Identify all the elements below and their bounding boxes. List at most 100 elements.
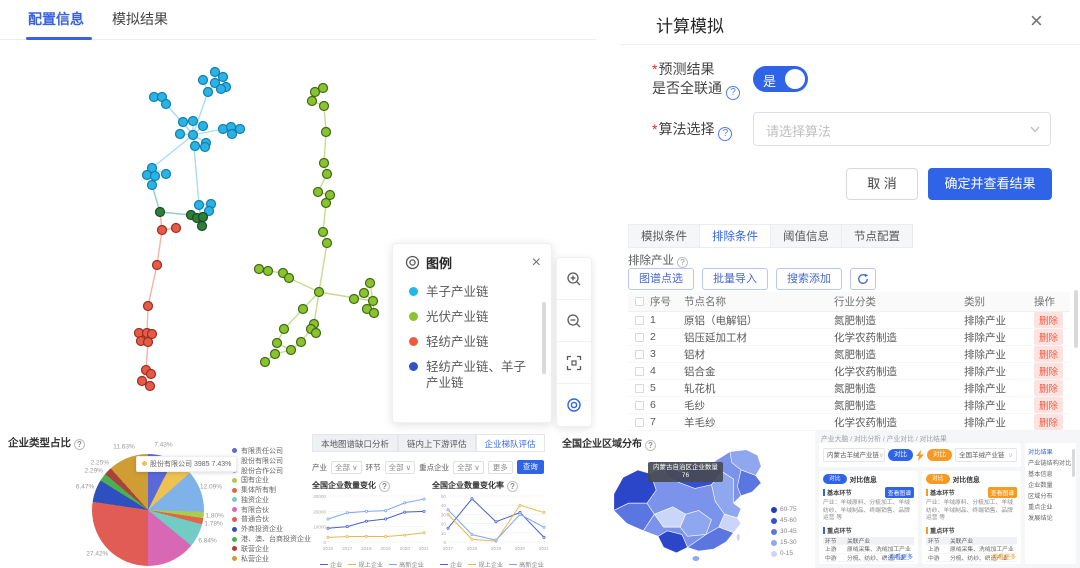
legend-item[interactable]: 光伏产业链	[409, 309, 537, 325]
graph-node[interactable]	[310, 327, 322, 339]
pie-legend-item[interactable]: 股份合作公司	[232, 466, 311, 476]
graph-node[interactable]	[324, 189, 336, 201]
graph-node[interactable]	[283, 272, 295, 284]
condition-tab-0[interactable]: 模拟条件	[628, 224, 699, 248]
table-row[interactable]: 7 羊毛纱 化学农药制造 排除产业 删除	[628, 414, 1070, 431]
row-checkbox[interactable]	[634, 349, 644, 359]
chart-legend-item[interactable]: 高新企业	[389, 560, 424, 568]
chart-legend-item[interactable]: 企业	[320, 560, 342, 568]
view-graph-button[interactable]: 查看图谱	[884, 487, 914, 498]
graph-node[interactable]	[144, 380, 156, 392]
pie-legend-item[interactable]: 独资企业	[232, 495, 311, 505]
graph-node[interactable]	[187, 115, 199, 127]
row-checkbox[interactable]	[634, 400, 644, 410]
row-checkbox[interactable]	[634, 332, 644, 342]
table-row[interactable]: 5 轧花机 氮肥制造 排除产业 删除	[628, 380, 1070, 397]
zoom-in-icon[interactable]	[557, 258, 591, 300]
graph-node[interactable]	[309, 86, 321, 98]
graph-node[interactable]	[297, 303, 309, 315]
graph-node[interactable]	[160, 98, 172, 110]
zoom-out-icon[interactable]	[557, 300, 591, 342]
view-more-link[interactable]: + 查看更多	[986, 555, 1016, 561]
view-graph-button[interactable]: 查看图谱	[987, 487, 1017, 498]
graph-node[interactable]	[197, 211, 209, 223]
delete-button[interactable]: 删除	[1034, 397, 1064, 413]
pie-legend-item[interactable]: 普通合伙	[232, 515, 311, 525]
anchor-item-4[interactable]: 区域分布	[1028, 493, 1053, 500]
delete-button[interactable]: 删除	[1034, 363, 1064, 379]
compare-select-right[interactable]: 全国羊绒产业链 ∨	[955, 448, 1017, 462]
graph-node[interactable]	[318, 100, 330, 112]
graph-node[interactable]	[262, 265, 274, 277]
pie-legend-item[interactable]: 联营企业	[232, 544, 311, 554]
industry-chain-network-graph[interactable]	[0, 40, 620, 440]
dialog-close-icon[interactable]: ×	[1030, 8, 1043, 33]
graph-node[interactable]	[145, 368, 157, 380]
pie-legend-item[interactable]: 股份有限公司	[232, 456, 311, 466]
chart-legend-item[interactable]: 规上企业	[348, 560, 383, 568]
table-row[interactable]: 4 铝合金 化学农药制造 排除产业 删除	[628, 363, 1070, 380]
graph-node[interactable]	[203, 205, 215, 217]
table-row[interactable]: 3 铝材 氮肥制造 排除产业 删除	[628, 346, 1070, 363]
row-checkbox[interactable]	[634, 417, 644, 427]
table-button-0[interactable]: 图谱点选	[628, 268, 694, 290]
legend-close-icon[interactable]: ×	[531, 253, 541, 271]
cancel-button[interactable]: 取 消	[846, 168, 918, 200]
graph-node[interactable]	[367, 295, 379, 307]
graph-node[interactable]	[217, 71, 229, 83]
pie-legend-item[interactable]: 集体所有制	[232, 485, 311, 495]
graph-node[interactable]	[142, 300, 154, 312]
filter-select[interactable]: 全部 ∨	[453, 460, 484, 474]
confirm-view-result-button[interactable]: 确定并查看结果	[928, 168, 1052, 200]
select-all-checkbox[interactable]	[634, 297, 644, 306]
graph-node[interactable]	[364, 277, 376, 289]
compare-button-right[interactable]: 对比	[927, 449, 952, 461]
table-scrollbar[interactable]	[1074, 290, 1078, 348]
delete-button[interactable]: 删除	[1034, 380, 1064, 396]
condition-tab-1[interactable]: 排除条件	[699, 224, 770, 248]
table-row[interactable]: 1 原铝（电解铝） 氮肥制造 排除产业 删除	[628, 312, 1070, 329]
pie-legend-item[interactable]: 港、澳、台商投资企业	[232, 534, 311, 544]
filter-select[interactable]: 全部 ∨	[331, 460, 362, 474]
graph-node[interactable]	[321, 168, 333, 180]
graph-node[interactable]	[202, 86, 214, 98]
graph-node[interactable]	[215, 83, 227, 95]
filter-select[interactable]: 全部 ∨	[384, 460, 416, 474]
graph-node[interactable]	[320, 197, 332, 209]
graph-node[interactable]	[142, 336, 154, 348]
trend-tab-1[interactable]: 链内上下游评估	[398, 434, 476, 452]
anchor-item-1[interactable]: 产业链结构对比	[1028, 460, 1072, 467]
graph-node[interactable]	[320, 126, 332, 138]
pie-legend-item[interactable]: 有限合伙	[232, 505, 311, 515]
legend-item[interactable]: 羊子产业链	[409, 284, 537, 300]
delete-button[interactable]: 删除	[1034, 329, 1064, 345]
legend-item[interactable]: 轻纺产业链	[409, 334, 537, 350]
graph-node[interactable]	[306, 95, 318, 107]
pie-legend-item[interactable]: 私营企业	[232, 554, 311, 564]
table-row[interactable]: 2 铝压延加工材 化学农药制造 排除产业 删除	[628, 329, 1070, 346]
graph-node[interactable]	[226, 128, 238, 140]
table-button-1[interactable]: 批量导入	[702, 268, 768, 290]
fit-view-icon[interactable]	[557, 342, 591, 384]
anchor-item-3[interactable]: 企业数量	[1028, 482, 1053, 489]
sidebar-scrollbar[interactable]	[1072, 449, 1075, 477]
graph-node[interactable]	[318, 157, 330, 169]
graph-node[interactable]	[146, 328, 158, 340]
graph-node[interactable]	[170, 222, 182, 234]
graph-node[interactable]	[156, 224, 168, 236]
anchor-item-6[interactable]: 发展结论	[1028, 515, 1053, 522]
help-icon[interactable]: ?	[677, 257, 688, 268]
graph-node[interactable]	[177, 116, 189, 128]
view-more-link[interactable]: + 查看更多	[883, 555, 913, 561]
anchor-item-5[interactable]: 重点企业	[1028, 504, 1053, 511]
graph-node[interactable]	[209, 77, 221, 89]
delete-button[interactable]: 删除	[1034, 346, 1064, 362]
anchor-item-0[interactable]: 对比结果	[1028, 449, 1053, 456]
anchor-item-2[interactable]: 基本信息	[1028, 471, 1053, 478]
chart-legend-item[interactable]: 规上企业	[468, 560, 503, 568]
table-button-2[interactable]: 搜索添加	[776, 268, 842, 290]
help-icon[interactable]: ?	[726, 86, 740, 100]
delete-button[interactable]: 删除	[1034, 414, 1064, 430]
map-legend-item[interactable]: 45-60	[771, 515, 797, 526]
delete-button[interactable]: 删除	[1034, 312, 1064, 328]
